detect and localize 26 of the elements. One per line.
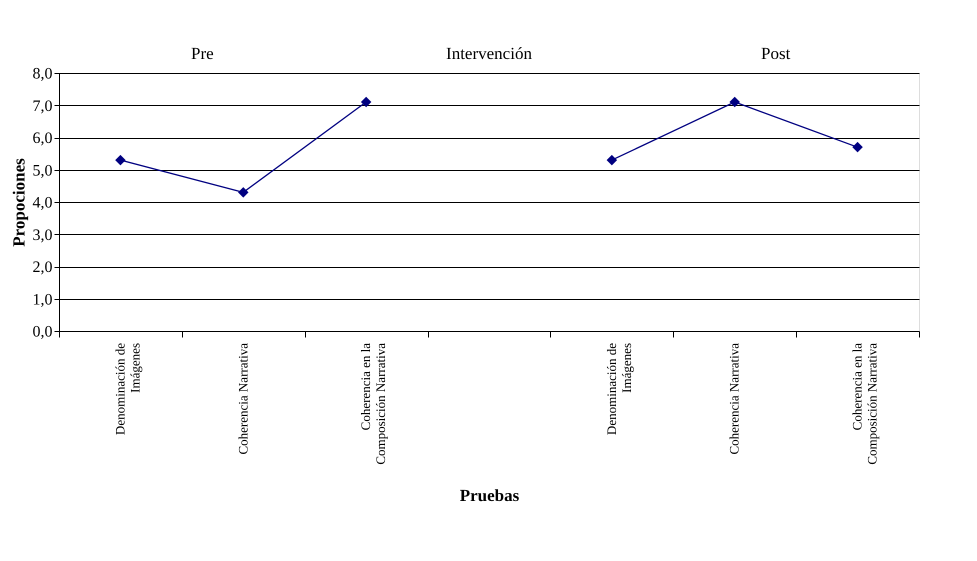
y-tick-label: 2,0 <box>32 259 52 276</box>
point <box>606 154 618 166</box>
x-tick-label: Denominación de Imágenes <box>604 342 634 436</box>
y-tick-label: 1,0 <box>32 291 52 308</box>
y-tick-label: 5,0 <box>32 162 52 180</box>
x-tick-label: Denominación de Imágenes <box>112 342 142 436</box>
text: Post <box>761 44 791 63</box>
point <box>360 96 372 108</box>
y-tick-label: 8,0 <box>32 66 52 82</box>
x-tick-label: Coherencia Narrativa <box>235 342 250 455</box>
y-tick-label: 0,0 <box>32 324 52 340</box>
y-tick-label: 4,0 <box>32 194 52 212</box>
text: Intervención <box>446 44 532 63</box>
x-tick-label: Coherencia en la Composición Narrativa <box>358 342 388 465</box>
y-tick-label: 6,0 <box>32 130 52 147</box>
x-tick-label: Coherencia en la Composición Narrativa <box>850 342 880 465</box>
y-axis-title: Propociones <box>10 158 28 247</box>
point <box>238 187 249 198</box>
y-tick-label: 7,0 <box>32 98 52 115</box>
x-axis-title: Pruebas <box>460 486 520 505</box>
point <box>729 96 740 108</box>
text: Pre <box>190 44 214 63</box>
y-tick-label: 3,0 <box>32 226 52 244</box>
point <box>115 154 126 166</box>
point <box>852 142 863 152</box>
x-tick-label: Coherencia Narrativa <box>726 342 742 455</box>
